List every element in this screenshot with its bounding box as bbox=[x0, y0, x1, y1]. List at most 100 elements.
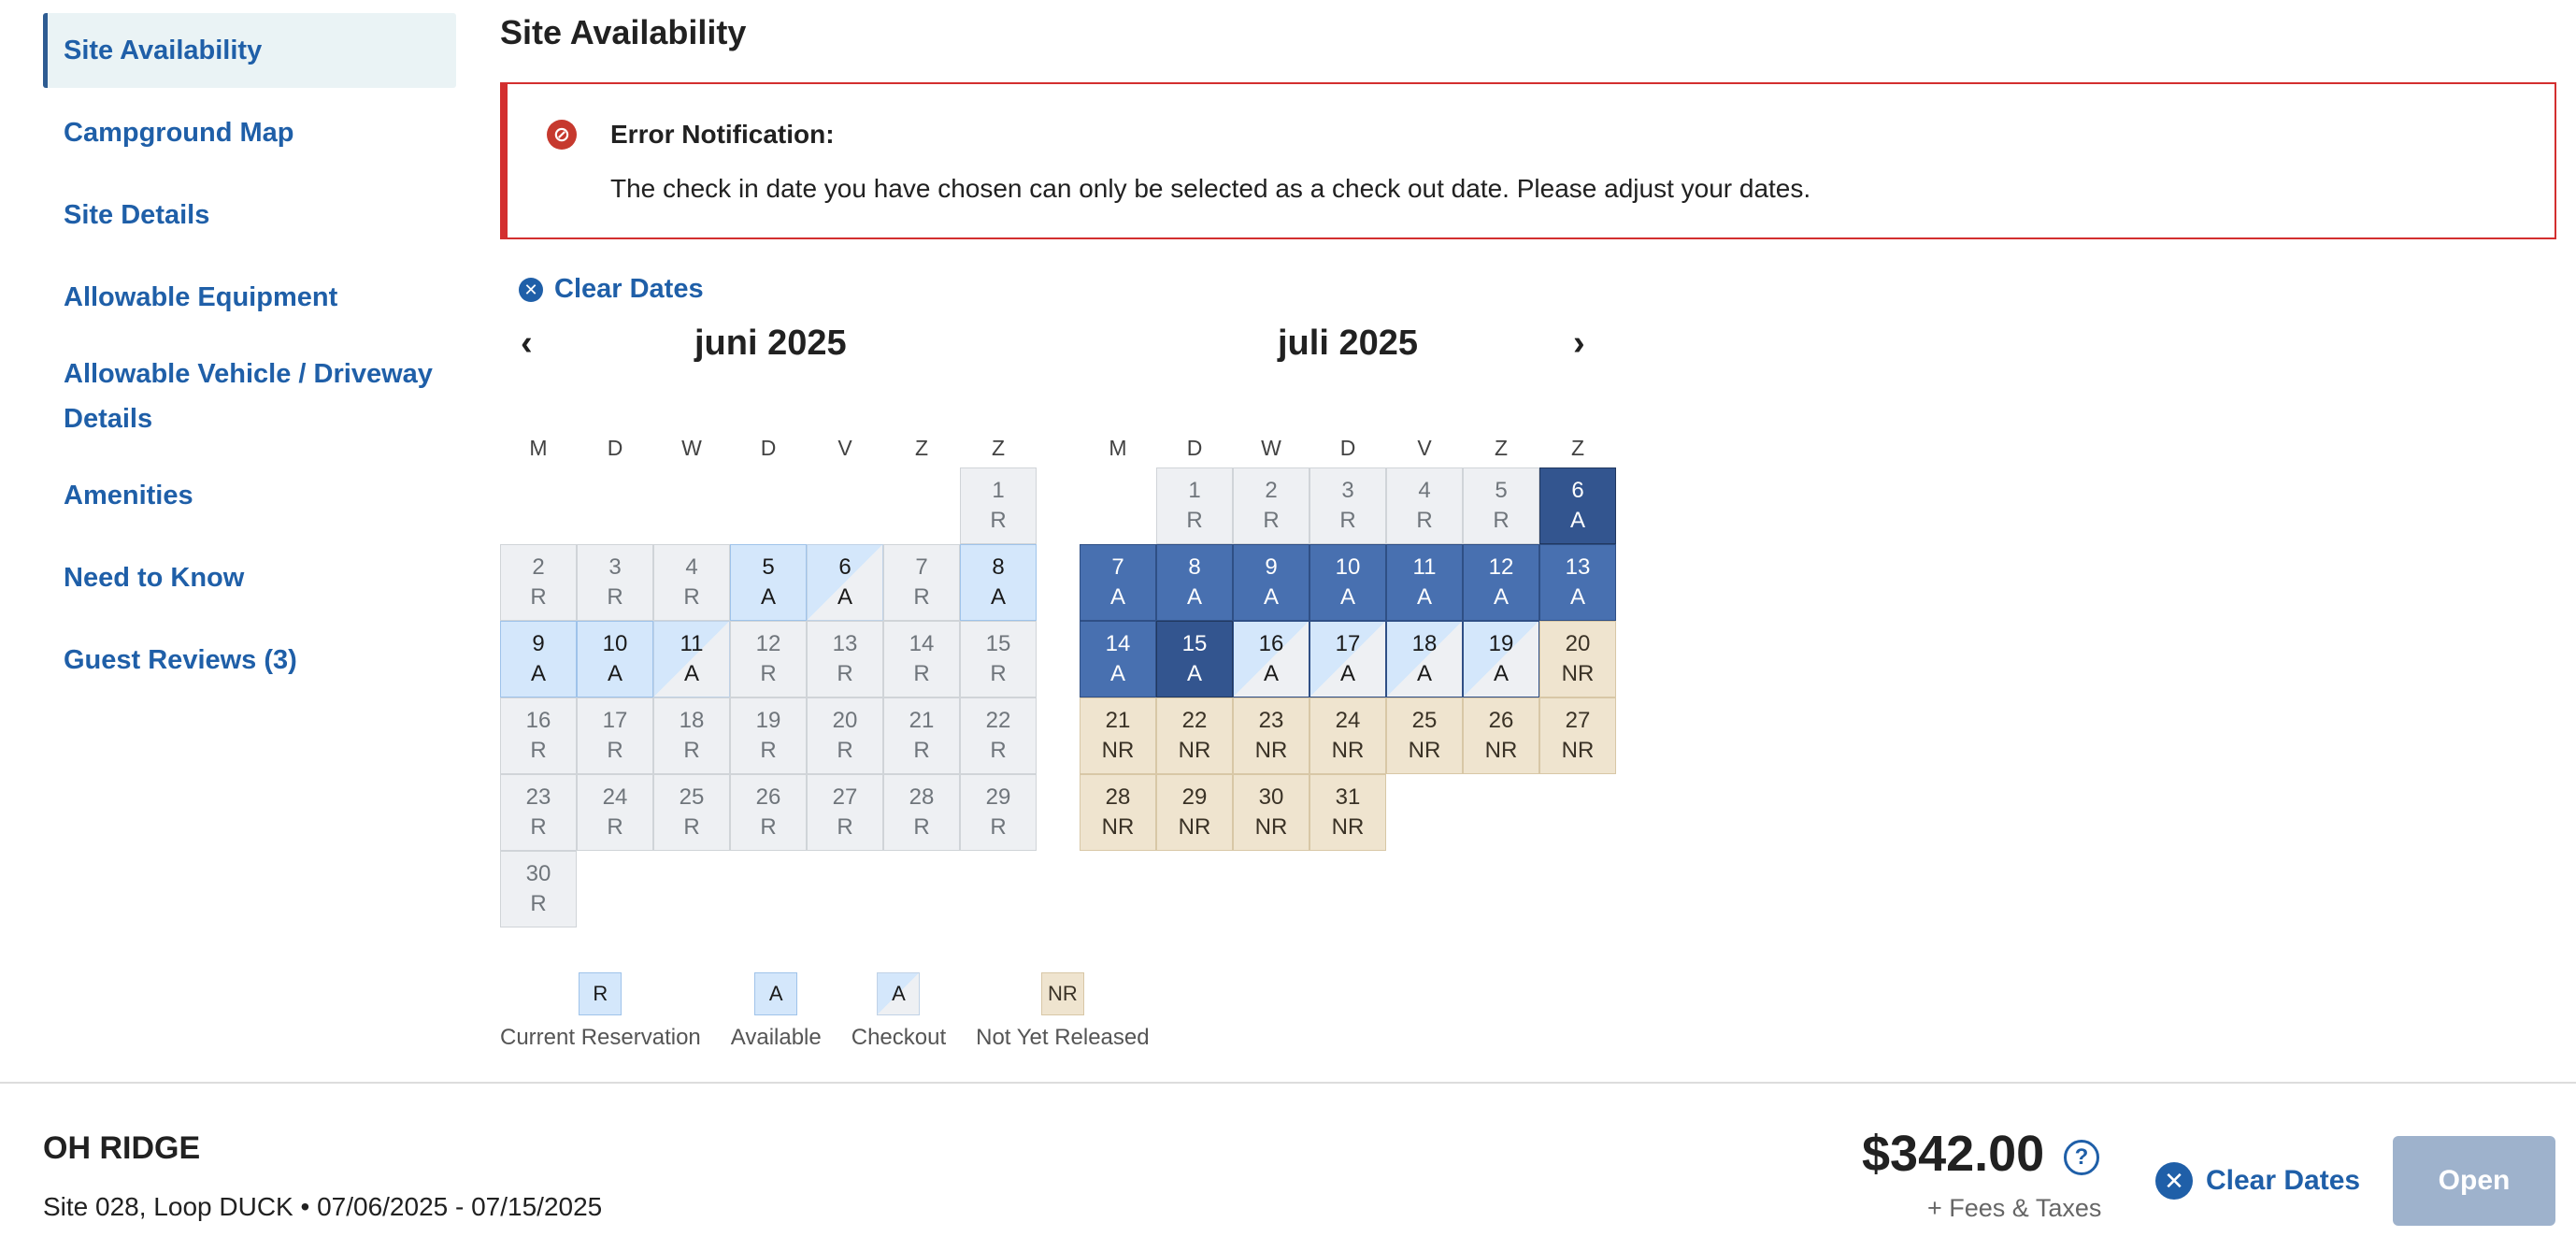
alert-message: The check in date you have chosen can on… bbox=[610, 174, 1811, 203]
page-title: Site Availability bbox=[500, 13, 747, 51]
calendar-day[interactable]: 21 NR bbox=[1080, 697, 1156, 774]
next-month-button[interactable]: › bbox=[1573, 324, 1585, 363]
calendar-day[interactable]: 10 A bbox=[1309, 544, 1386, 621]
calendar-day[interactable]: 24 R bbox=[577, 774, 653, 851]
day-number: 28 bbox=[1105, 784, 1131, 810]
day-status-code: R bbox=[913, 661, 930, 686]
day-status-code: NR bbox=[1484, 738, 1518, 763]
calendar-day[interactable]: 26 NR bbox=[1463, 697, 1539, 774]
calendar-day[interactable]: 28 NR bbox=[1080, 774, 1156, 851]
calendar-day[interactable]: 22 NR bbox=[1156, 697, 1233, 774]
sidebar-item-guest-reviews[interactable]: Guest Reviews (3) bbox=[64, 645, 297, 675]
calendar-day[interactable]: 19 R bbox=[730, 697, 807, 774]
calendar-day[interactable]: 26 R bbox=[730, 774, 807, 851]
calendar-day[interactable]: 29 R bbox=[960, 774, 1037, 851]
calendar-day[interactable]: 20 NR bbox=[1539, 621, 1616, 697]
calendar-day[interactable]: 30 NR bbox=[1233, 774, 1309, 851]
footer-clear-dates-button[interactable]: ✕ Clear Dates bbox=[2155, 1162, 2360, 1200]
calendar-day[interactable]: 27 NR bbox=[1539, 697, 1616, 774]
day-status-code: A bbox=[1186, 584, 1202, 610]
day-status-code: NR bbox=[1561, 661, 1595, 686]
open-button[interactable]: Open bbox=[2393, 1136, 2555, 1226]
calendar-day[interactable]: 11 A bbox=[1386, 544, 1463, 621]
calendar-day[interactable]: 21 R bbox=[883, 697, 960, 774]
calendar-day[interactable]: 22 R bbox=[960, 697, 1037, 774]
calendar-day[interactable]: 13 R bbox=[807, 621, 883, 697]
clear-dates-link[interactable]: ✕ Clear Dates bbox=[519, 274, 704, 305]
calendar-day[interactable]: 19 A bbox=[1463, 621, 1539, 697]
legend-label: Available bbox=[730, 1025, 822, 1050]
calendar-day[interactable]: 11 A bbox=[653, 621, 730, 697]
day-status-code: A bbox=[683, 661, 699, 686]
day-status-code: A bbox=[1416, 584, 1432, 610]
sidebar-item-site-details[interactable]: Site Details bbox=[64, 200, 210, 230]
campground-name: OH RIDGE bbox=[43, 1130, 201, 1166]
calendar-day[interactable]: 12 R bbox=[730, 621, 807, 697]
prev-month-button[interactable]: ‹ bbox=[521, 324, 533, 363]
calendar-day[interactable]: 25 R bbox=[653, 774, 730, 851]
calendar-day[interactable]: 23 R bbox=[500, 774, 577, 851]
day-number: 9 bbox=[532, 631, 545, 656]
calendar-day[interactable]: 31 NR bbox=[1309, 774, 1386, 851]
calendar-day[interactable]: 10 A bbox=[577, 621, 653, 697]
calendar-day[interactable]: 13 A bbox=[1539, 544, 1616, 621]
day-status-code: R bbox=[683, 584, 700, 610]
calendar-day[interactable]: 18 R bbox=[653, 697, 730, 774]
calendar-day[interactable]: 28 R bbox=[883, 774, 960, 851]
day-status-code: NR bbox=[1254, 738, 1288, 763]
calendar-day[interactable]: 17 R bbox=[577, 697, 653, 774]
calendar-day[interactable]: 30 R bbox=[500, 851, 577, 927]
calendar-day[interactable]: 16 R bbox=[500, 697, 577, 774]
help-icon[interactable]: ? bbox=[2064, 1140, 2099, 1175]
calendar-day[interactable]: 16 A bbox=[1233, 621, 1309, 697]
sidebar-item-allowable-equipment[interactable]: Allowable Equipment bbox=[64, 282, 338, 312]
sidebar-item-campground-map[interactable]: Campground Map bbox=[64, 118, 294, 148]
calendar-empty-cell bbox=[807, 467, 883, 544]
day-number: 6 bbox=[1571, 478, 1584, 503]
calendar-day[interactable]: 27 R bbox=[807, 774, 883, 851]
day-number: 8 bbox=[1188, 554, 1201, 580]
fees-note: + Fees & Taxes bbox=[1927, 1194, 2102, 1222]
calendar-day[interactable]: 15 R bbox=[960, 621, 1037, 697]
legend-swatch: A bbox=[754, 972, 798, 1015]
calendar-day[interactable]: 25 NR bbox=[1386, 697, 1463, 774]
calendar-day[interactable]: 24 NR bbox=[1309, 697, 1386, 774]
calendar-day[interactable]: 29 NR bbox=[1156, 774, 1233, 851]
calendar-day[interactable]: 14 R bbox=[883, 621, 960, 697]
day-status-code: R bbox=[607, 814, 623, 840]
calendar-day[interactable]: 17 A bbox=[1309, 621, 1386, 697]
sidebar-nav: Site Availability Campground Map Site De… bbox=[43, 13, 456, 705]
sidebar-item-amenities[interactable]: Amenities bbox=[64, 481, 193, 510]
calendar-day[interactable]: 14 A bbox=[1080, 621, 1156, 697]
calendar-day[interactable]: 23 NR bbox=[1233, 697, 1309, 774]
calendar-june: 1 R 2 R 3 R 4 R 5 A 6 A 7 R 8 A 9 A 10 A 11 A 12 R 13 R 14 R 15 R 16 R 1… bbox=[500, 467, 1037, 927]
sidebar-item-site-availability[interactable]: Site Availability bbox=[43, 13, 456, 88]
day-status-code: NR bbox=[1178, 814, 1211, 840]
calendar-day[interactable]: 18 A bbox=[1386, 621, 1463, 697]
sidebar-item-need-to-know[interactable]: Need to Know bbox=[64, 563, 245, 593]
calendar-day[interactable]: 15 A bbox=[1156, 621, 1233, 697]
calendar-day[interactable]: 20 R bbox=[807, 697, 883, 774]
calendar-day[interactable]: 12 A bbox=[1463, 544, 1539, 621]
day-status-code: R bbox=[990, 508, 1007, 533]
day-number: 13 bbox=[1565, 554, 1591, 580]
sidebar-item-allowable-vehicle[interactable]: Allowable Vehicle / Driveway Details bbox=[64, 359, 433, 434]
